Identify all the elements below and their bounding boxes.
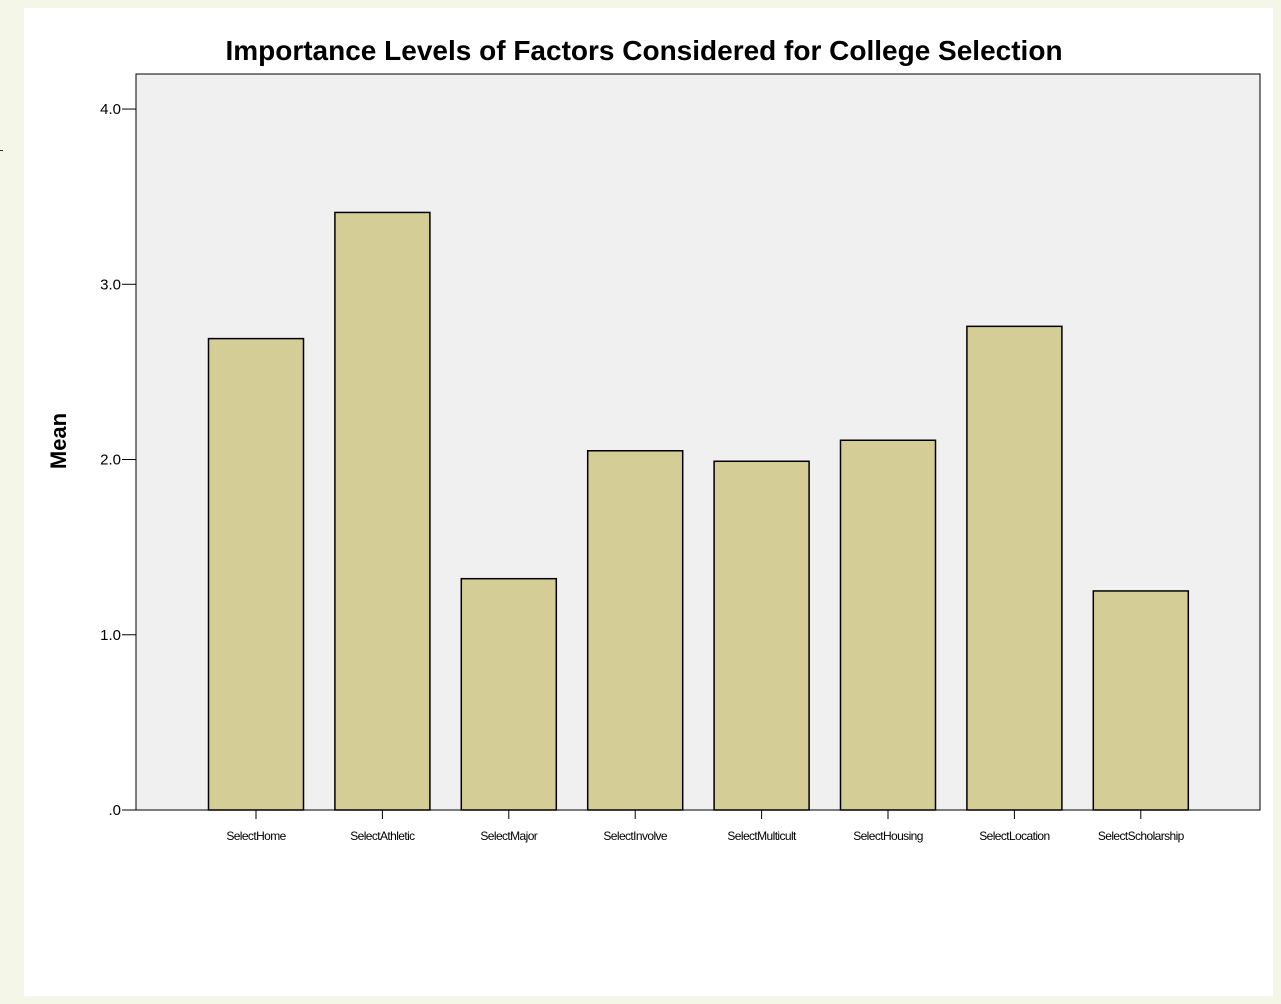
bar-selectlocation (966, 325, 1063, 811)
x-tick-label: SelectAthletic (350, 829, 415, 843)
bar-selecthome (207, 337, 305, 811)
bar-selecthousing (839, 439, 937, 811)
edge-mark (0, 150, 3, 151)
y-tick-label: 1.0 (100, 627, 121, 644)
y-tick-label: 3.0 (100, 276, 121, 293)
x-tick-label: SelectLocation (979, 829, 1049, 843)
x-tick-label: SelectMajor (480, 829, 537, 843)
bar-selectinvolve (586, 450, 684, 811)
x-tick-label: SelectInvolve (603, 829, 667, 843)
y-tick-label: 2.0 (100, 452, 121, 469)
y-axis-label: Mean (46, 413, 71, 469)
x-tick-label: SelectHome (226, 829, 286, 843)
x-tick-label: SelectHousing (853, 829, 923, 843)
y-tick-label: .0 (108, 802, 121, 819)
y-tick-label: 4.0 (100, 101, 121, 118)
plot-area (135, 73, 1261, 811)
bar-selectscholarship (1092, 590, 1190, 811)
x-tick-label: SelectScholarship (1098, 829, 1185, 843)
y-axis: .0 1.0 2.0 3.0 4.0 (100, 101, 136, 819)
x-tick-label: SelectMulticult (727, 829, 797, 843)
bar-selectmulticult (713, 460, 810, 811)
x-axis: SelectHome SelectAthletic SelectMajor Selec… (226, 810, 1185, 843)
bars-group (207, 211, 1190, 811)
bar-selectathletic (334, 211, 431, 811)
chart-title: Importance Levels of Factors Considered … (225, 35, 1062, 66)
bar-selectmajor (460, 577, 558, 811)
